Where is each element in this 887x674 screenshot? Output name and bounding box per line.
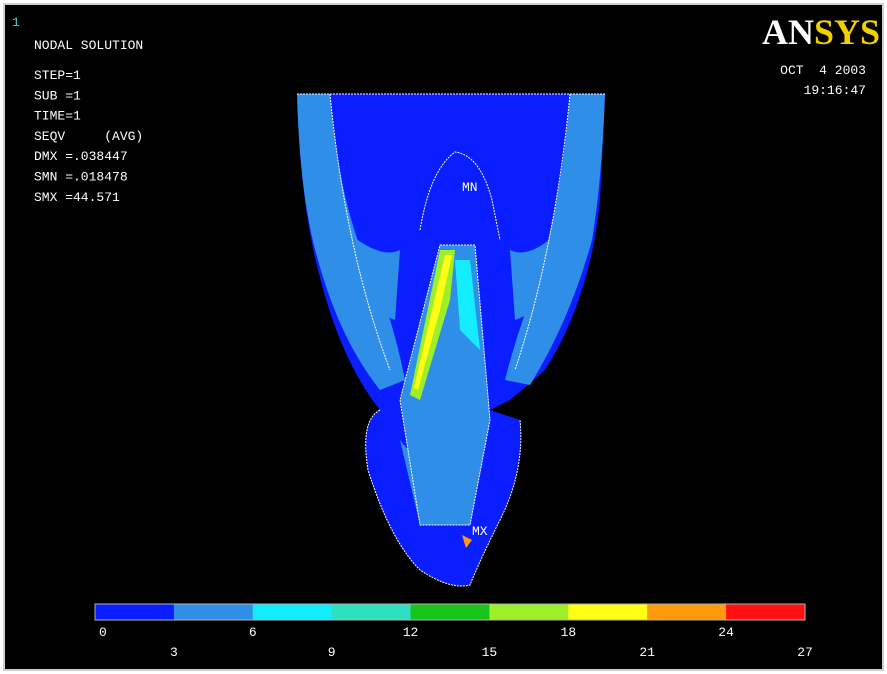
- legend-swatch: [726, 604, 806, 620]
- legend: 0 3 6 9 12 15 18 21 24 27: [94, 603, 813, 660]
- legend-swatch: [410, 604, 490, 620]
- model: [297, 93, 605, 587]
- legend-tick-label: 3: [170, 645, 178, 660]
- info-line: SMX =44.571: [34, 190, 120, 205]
- legend-tick-label: 0: [99, 625, 107, 640]
- info-line: DMX =.038447: [34, 149, 128, 164]
- legend-swatch: [489, 604, 569, 620]
- info-line: SUB =1: [34, 88, 81, 103]
- legend-tick-label: 6: [249, 625, 257, 640]
- logo-an: AN: [762, 12, 814, 52]
- legend-swatch: [647, 604, 727, 620]
- info-line: TIME=1: [34, 109, 81, 124]
- legend-tick-label: 9: [328, 645, 336, 660]
- legend-swatch: [252, 604, 333, 620]
- legend-swatch: [95, 604, 175, 620]
- window-number: 1: [12, 15, 20, 30]
- legend-frame: [94, 603, 806, 621]
- legend-tick-label: 12: [403, 625, 419, 640]
- logo-sys: SYS: [814, 12, 880, 52]
- legend-tick-label: 15: [482, 645, 498, 660]
- legend-swatch: [568, 604, 648, 620]
- info-line: SMN =.018478: [34, 170, 128, 185]
- legend-swatch: [173, 604, 254, 620]
- max-marker: MX: [472, 524, 488, 539]
- min-marker: MN: [462, 180, 478, 195]
- plot-title: NODAL SOLUTION: [34, 38, 143, 53]
- logo: ANSYS: [762, 12, 880, 52]
- time: 19:16:47: [804, 83, 866, 98]
- info-block: STEP=1 SUB =1 TIME=1 SEQV (AVG) DMX =.038447…: [34, 68, 143, 205]
- legend-tick-label: 24: [718, 625, 734, 640]
- legend-tick-label: 18: [561, 625, 577, 640]
- legend-tick-label: 27: [797, 645, 813, 660]
- legend-swatch: [331, 604, 412, 620]
- info-line: SEQV (AVG): [34, 129, 143, 144]
- legend-tick-label: 21: [639, 645, 655, 660]
- date: OCT 4 2003: [780, 63, 866, 78]
- info-line: STEP=1: [34, 68, 81, 83]
